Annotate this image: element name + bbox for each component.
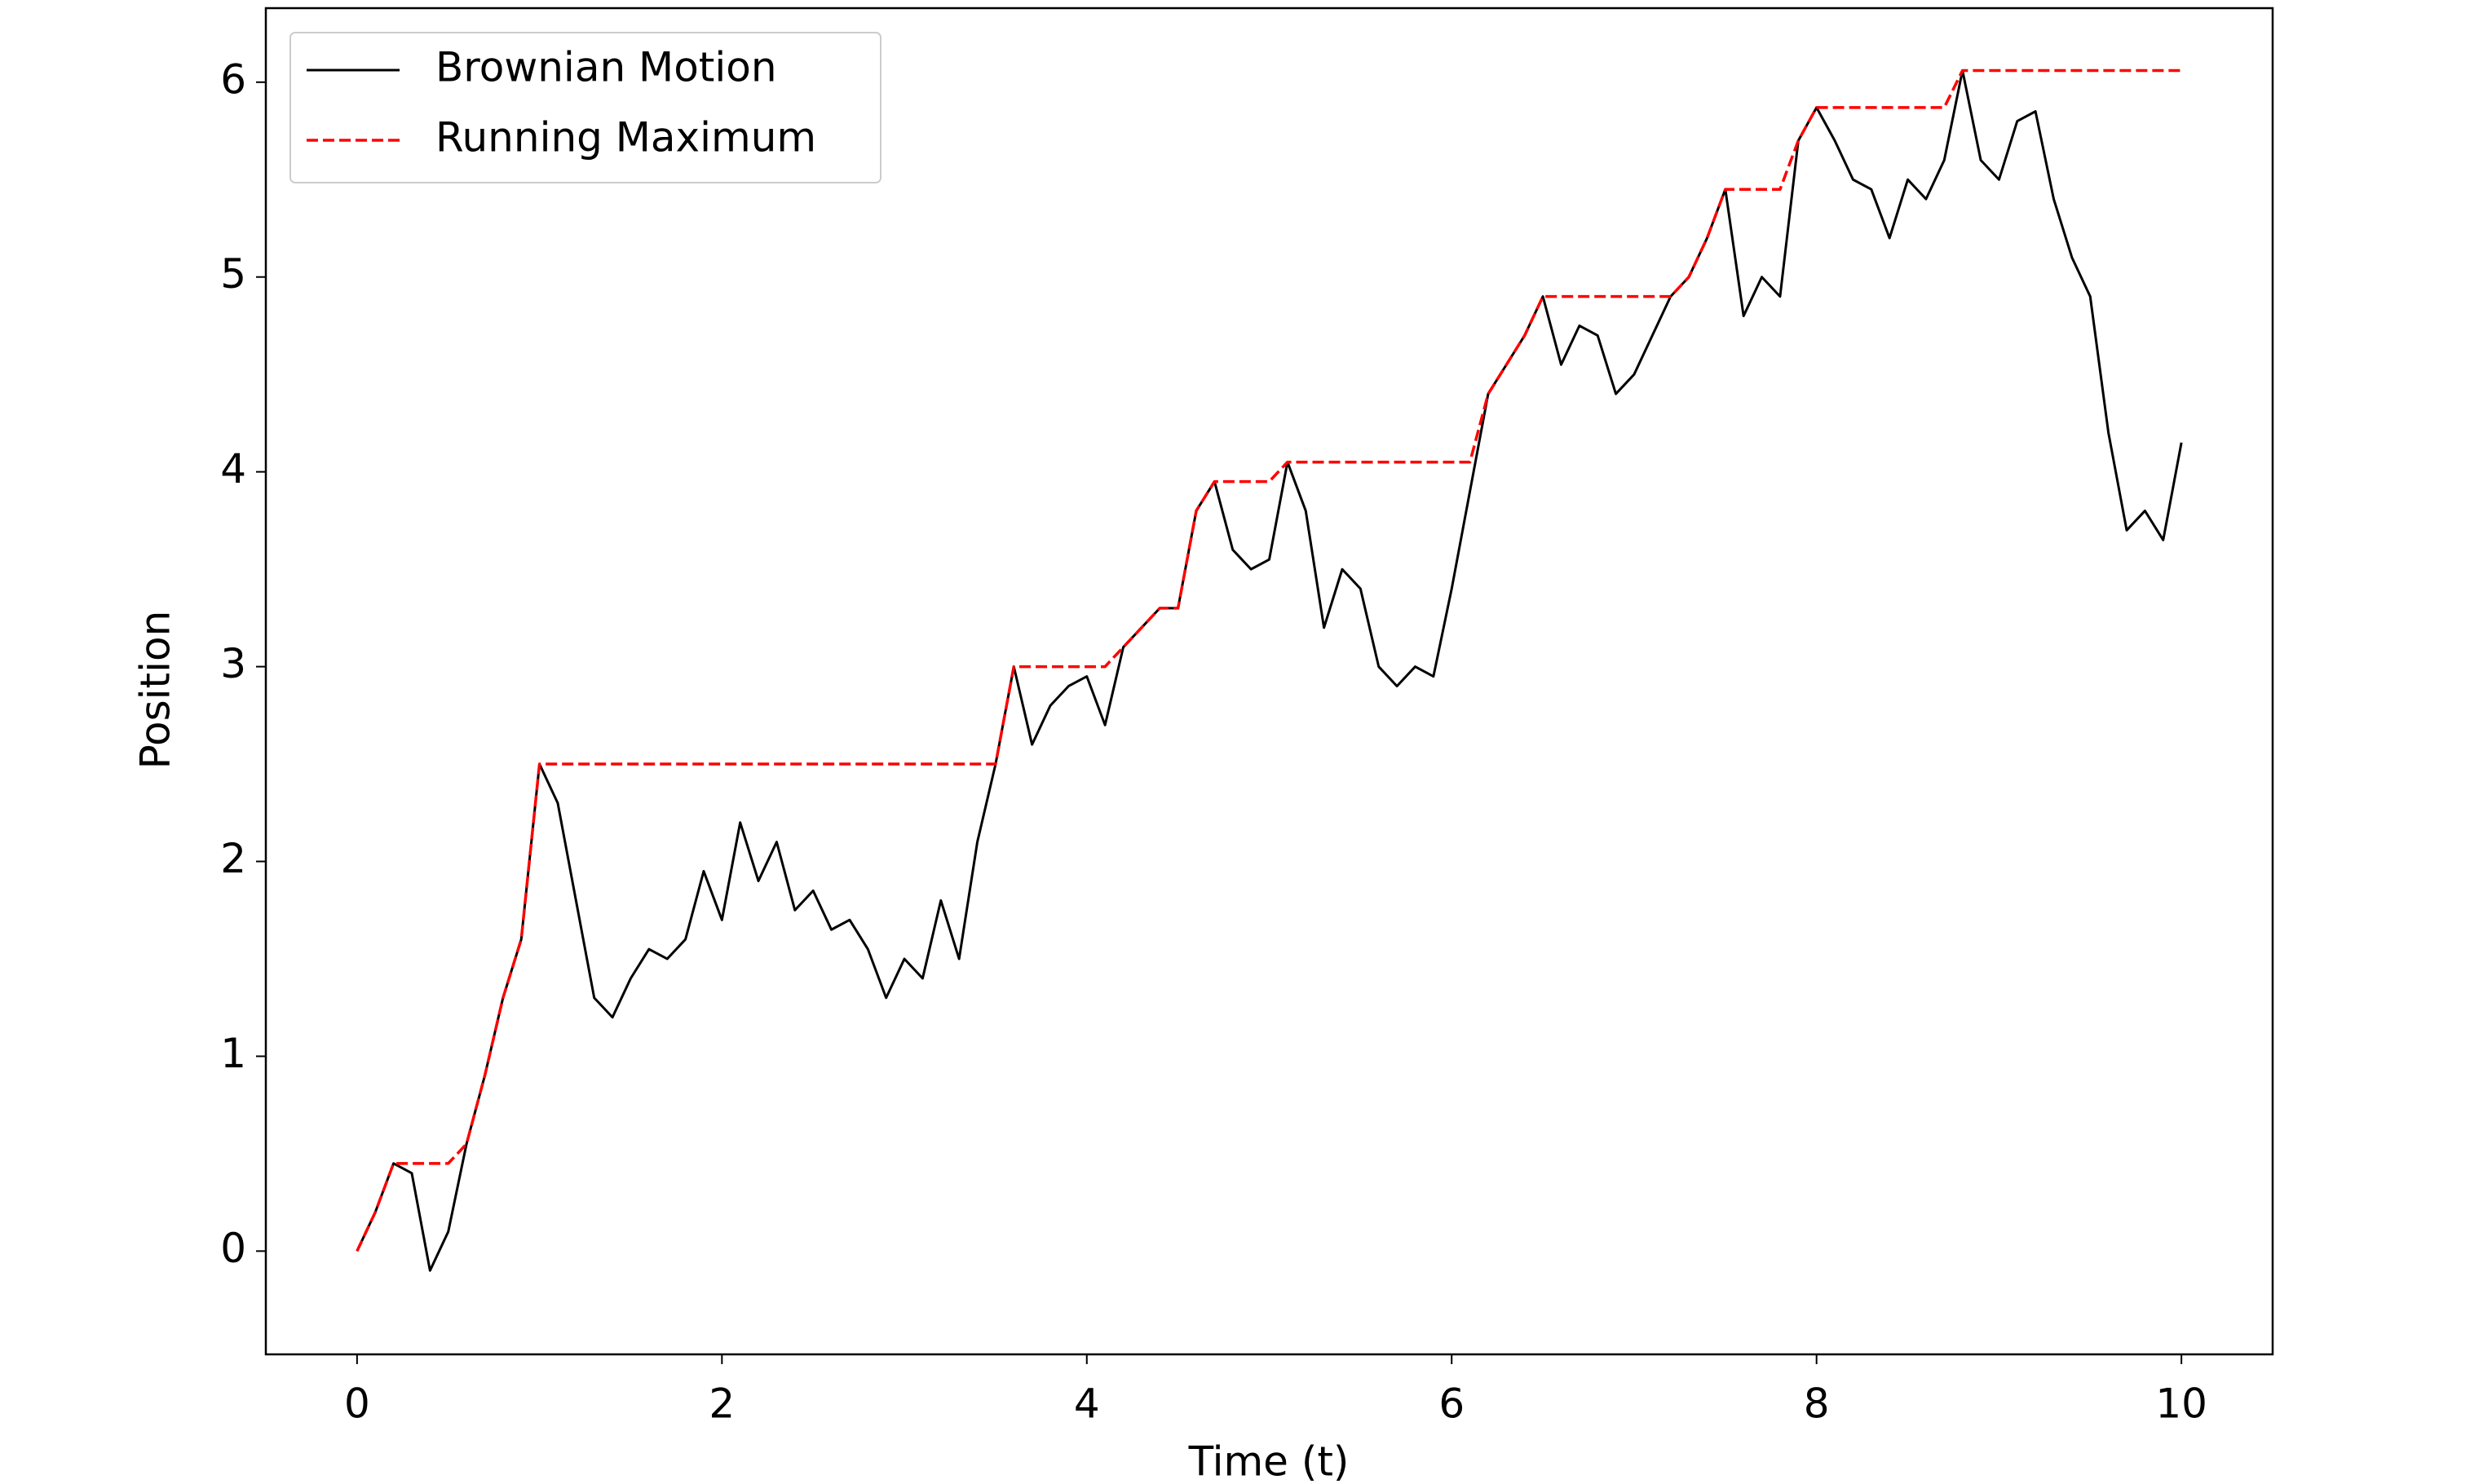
- legend-box: [289, 32, 881, 183]
- dashed-line: [356, 68, 2182, 1252]
- y-tick-label: 4: [220, 445, 246, 492]
- x-tick-label: 10: [2155, 1380, 2207, 1428]
- x-tick-label: 2: [709, 1380, 735, 1428]
- x-tick-label: 6: [1438, 1380, 1465, 1428]
- line: [356, 68, 2183, 1272]
- x-tick-label: 0: [344, 1380, 370, 1428]
- legend-label: Brownian Motion: [435, 44, 777, 91]
- x-tick-label: 8: [1804, 1380, 1830, 1428]
- y-tick-label: 5: [220, 250, 246, 298]
- y-axis-label: Position: [132, 611, 179, 770]
- y-tick-label: 6: [220, 55, 246, 103]
- y-tick-label: 1: [220, 1030, 246, 1077]
- y-tick-label: 2: [220, 835, 246, 882]
- legend-label: Running Maximum: [435, 114, 816, 161]
- plot-frame: [264, 7, 2274, 1356]
- y-tick-label: 0: [220, 1225, 246, 1272]
- x-axis-label: Time (t): [1188, 1438, 1350, 1484]
- y-tick-label: 3: [220, 640, 246, 687]
- x-tick-label: 4: [1074, 1380, 1100, 1428]
